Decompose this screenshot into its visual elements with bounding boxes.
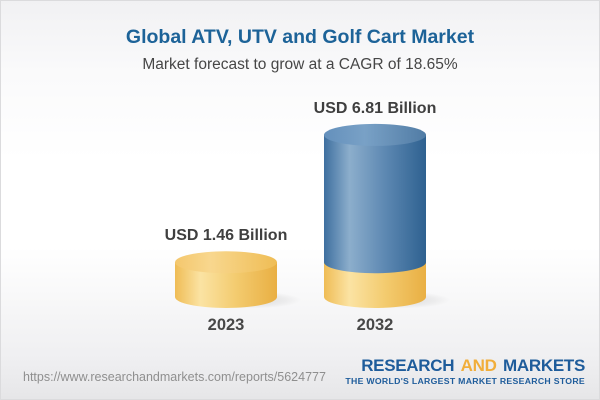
logo-word-research: RESEARCH [361,356,455,375]
logo-tagline: THE WORLD'S LARGEST MARKET RESEARCH STOR… [345,376,585,386]
bar-2023-body [175,262,277,308]
bar-2023-top [175,251,277,274]
category-label-2023: 2023 [207,316,245,334]
report-url: https://www.researchandmarkets.com/repor… [23,370,326,384]
page-subtitle: Market forecast to grow at a CAGR of 18.… [142,56,458,73]
value-label-2032: USD 6.81 Billion [313,99,437,117]
bar-2032-base-segment [324,262,426,308]
research-and-markets-logo: RESEARCH AND MARKETS THE WORLD'S LARGEST… [345,357,585,386]
bar-2032-body [324,134,426,274]
logo-wordmark: RESEARCH AND MARKETS [345,357,585,374]
category-label-2032: 2032 [356,316,394,334]
bar-2032-top [324,123,426,146]
logo-word-and: AND [460,356,497,375]
value-label-2023: USD 1.46 Billion [164,227,288,245]
page-title: Global ATV, UTV and Golf Cart Market [125,26,475,48]
logo-word-markets: MARKETS [503,356,585,375]
